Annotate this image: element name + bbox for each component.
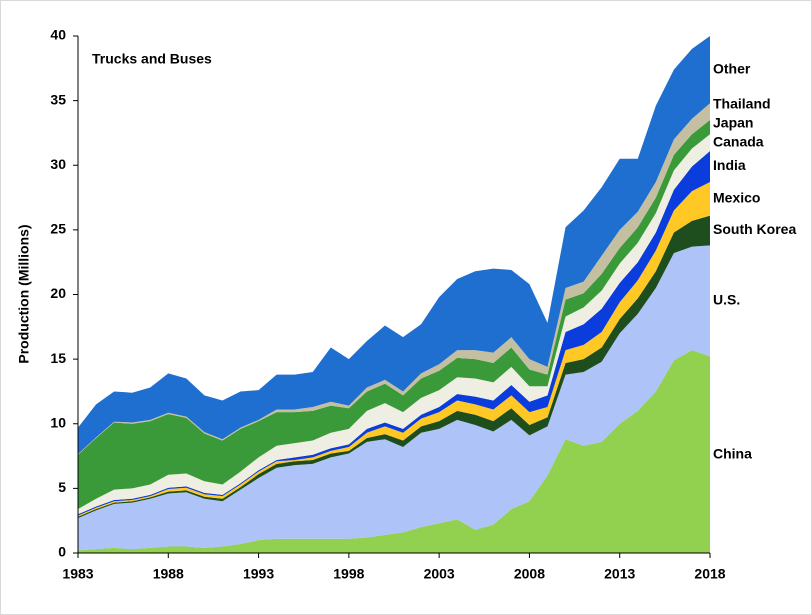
x-tick-label: 1983: [62, 566, 93, 582]
x-tick-label: 2008: [514, 566, 545, 582]
area: [78, 36, 710, 455]
x-tick-label: 1988: [153, 566, 184, 582]
series-label: South Korea: [713, 221, 796, 237]
x-tick-label: 2013: [604, 566, 635, 582]
y-tick-label: 5: [58, 479, 66, 495]
x-tick-label: 2018: [694, 566, 725, 582]
annotation: Trucks and Buses: [92, 51, 212, 67]
series-label: Canada: [713, 133, 764, 149]
y-tick-label: 35: [50, 91, 66, 107]
y-tick-label: 15: [50, 350, 66, 366]
series-label: India: [713, 157, 746, 173]
series-label: China: [713, 445, 752, 461]
series-label: U.S.: [713, 292, 740, 308]
series-label: Mexico: [713, 190, 760, 206]
y-tick-label: 25: [50, 221, 66, 237]
area: [78, 120, 710, 510]
area: [78, 245, 710, 551]
x-tick-label: 2003: [424, 566, 455, 582]
x-tick-label: 1993: [243, 566, 274, 582]
area: [78, 151, 710, 516]
y-tick-label: 20: [50, 285, 66, 301]
series-label: Other: [713, 60, 751, 76]
series-label: Thailand: [713, 95, 771, 111]
y-tick-label: 0: [58, 544, 66, 560]
area: [78, 350, 710, 553]
x-tick-label: 1998: [333, 566, 364, 582]
area: [78, 134, 710, 515]
area: [78, 215, 710, 519]
y-tick-label: 10: [50, 414, 66, 430]
y-tick-label: 40: [50, 27, 66, 43]
series-label: Japan: [713, 114, 753, 130]
y-tick-label: 30: [50, 156, 66, 172]
y-axis-label: Production (Millions): [16, 224, 32, 363]
area: [78, 182, 710, 517]
